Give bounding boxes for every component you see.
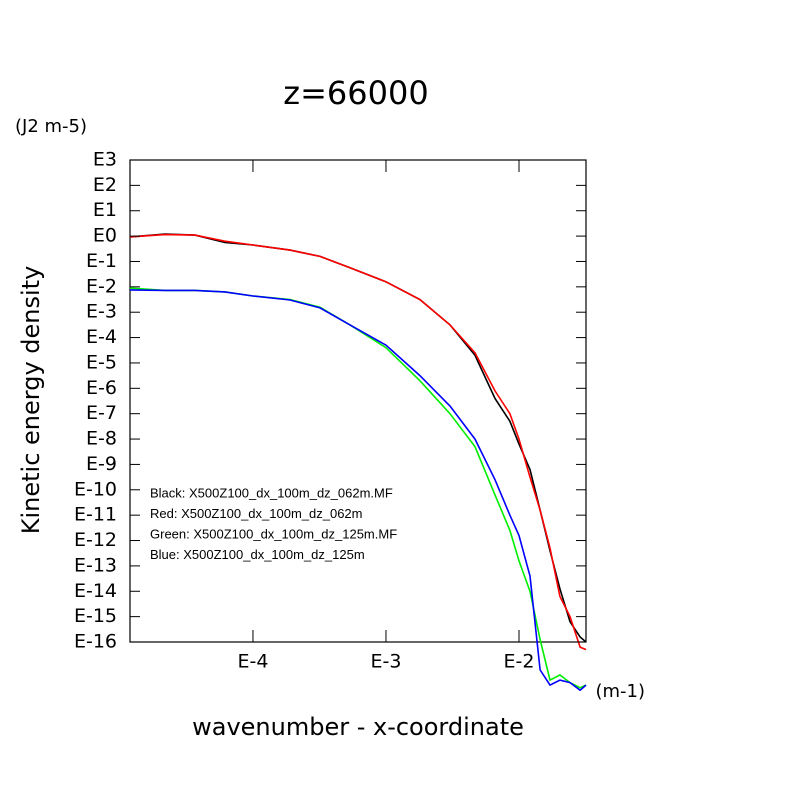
legend-entry: Blue: X500Z100_dx_100m_dz_125m <box>150 547 365 562</box>
x-unit: (m-1) <box>595 681 645 702</box>
y-tick-label: E3 <box>93 149 117 171</box>
y-tick-label: E-1 <box>86 250 117 272</box>
y-tick-label: E-10 <box>74 478 117 500</box>
series-line <box>129 289 587 692</box>
y-tick-label: E-12 <box>74 529 117 551</box>
y-unit: (J2 m-5) <box>15 116 87 137</box>
y-axis-label: Kinetic energy density <box>17 266 45 535</box>
y-tick-label: E-3 <box>86 301 117 323</box>
legend-entry: Red: X500Z100_dx_100m_dz_062m <box>150 506 362 521</box>
lines <box>129 233 587 692</box>
y-tick-label: E-9 <box>86 453 117 475</box>
plot-frame <box>129 159 587 643</box>
y-tick-label: E-2 <box>86 275 117 297</box>
y-tick-label: E0 <box>93 225 117 247</box>
series-line <box>129 233 587 651</box>
y-tick-label: E-15 <box>74 605 117 627</box>
y-tick-label: E-4 <box>86 326 117 348</box>
legend-entry: Black: X500Z100_dx_100m_dz_062m.MF <box>150 485 393 500</box>
y-tick-label: E-11 <box>74 504 117 526</box>
x-tick-label: E-2 <box>504 651 535 673</box>
chart-title: z=66000 <box>283 74 428 112</box>
y-tick-label: E-13 <box>74 554 117 576</box>
x-tick-label: E-4 <box>237 651 268 673</box>
y-tick-label: E-5 <box>86 351 117 373</box>
y-tick-label: E-14 <box>74 580 117 602</box>
y-tick-label: E-8 <box>86 428 117 450</box>
y-tick-label: E-16 <box>74 631 117 653</box>
legend-entry: Green: X500Z100_dx_100m_dz_125m.MF <box>150 526 397 541</box>
y-tick-label: E-6 <box>86 377 117 399</box>
y-tick-label: E1 <box>93 199 117 221</box>
x-tick-label: E-3 <box>371 651 402 673</box>
y-tick-label: E-7 <box>86 402 117 424</box>
y-tick-label: E2 <box>93 174 117 196</box>
x-axis-label: wavenumber - x-coordinate <box>192 713 524 741</box>
